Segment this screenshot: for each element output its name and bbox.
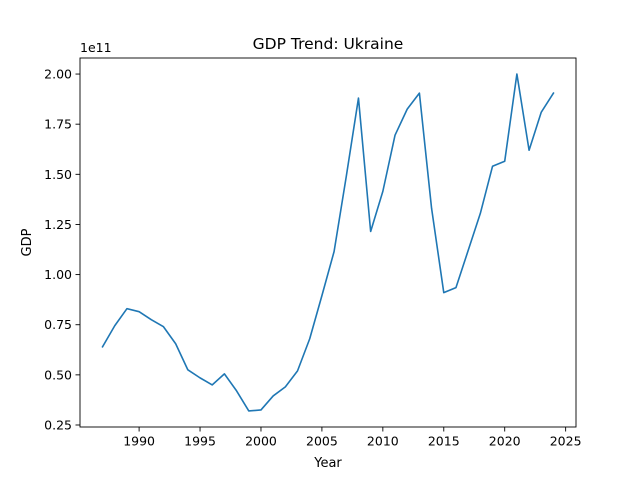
y-tick-label: 1.50	[44, 167, 72, 182]
plot-frame	[79, 57, 577, 428]
x-tick-label: 1990	[123, 434, 155, 449]
y-axis: 0.25 0.50 0.75 1.00 1.25 1.50 1.75 2.00	[44, 67, 80, 432]
x-tick-label: 2010	[367, 434, 399, 449]
x-tick-label: 2015	[428, 434, 460, 449]
y-axis-label: GDP	[20, 228, 35, 256]
x-tick-label: 2025	[550, 434, 582, 449]
y-tick-label: 0.75	[44, 317, 72, 332]
y-tick-label: 1.00	[44, 267, 72, 282]
y-tick-label: 1.75	[44, 117, 72, 132]
y-tick-label: 2.00	[44, 67, 72, 82]
x-axis-label: Year	[313, 456, 342, 471]
x-axis: 1990 1995 2000 2005 2010 2015 2020 2025	[123, 427, 582, 449]
y-tick-label: 0.25	[44, 417, 72, 432]
y-offset-text: 1e11	[80, 40, 112, 55]
y-tick-label: 0.50	[44, 367, 72, 382]
x-tick-label: 2000	[245, 434, 277, 449]
gdp-series-line	[101, 73, 555, 412]
x-tick-label: 2005	[306, 434, 338, 449]
y-tick-label: 1.25	[44, 217, 72, 232]
plot-area	[79, 57, 577, 428]
x-tick-label: 2020	[489, 434, 521, 449]
x-tick-label: 1995	[184, 434, 216, 449]
chart-title: GDP Trend: Ukraine	[253, 35, 404, 53]
